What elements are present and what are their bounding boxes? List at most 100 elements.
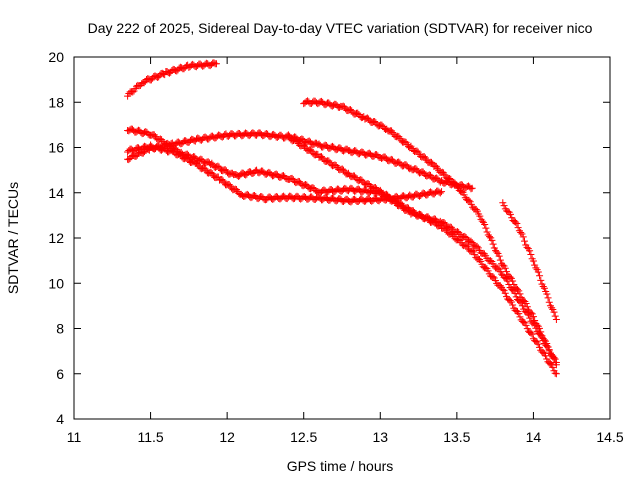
series-track-6 xyxy=(284,131,476,193)
data-point xyxy=(496,282,504,290)
data-point xyxy=(481,221,489,229)
data-point xyxy=(499,199,507,207)
data-point xyxy=(467,237,475,245)
x-tick-label: 13 xyxy=(372,429,388,445)
data-point xyxy=(325,157,333,165)
data-point xyxy=(543,339,551,347)
data-point xyxy=(548,351,556,359)
data-point xyxy=(495,252,503,260)
data-point xyxy=(509,277,517,285)
data-point xyxy=(420,153,428,161)
data-point xyxy=(546,360,554,368)
data-point xyxy=(509,301,517,309)
data-point xyxy=(482,224,490,232)
data-point xyxy=(513,219,521,227)
data-point xyxy=(526,314,534,322)
data-point xyxy=(527,309,535,317)
data-point xyxy=(550,355,558,363)
data-point xyxy=(436,189,444,197)
series-track-7 xyxy=(499,199,560,323)
plot-frame xyxy=(73,56,611,420)
data-point xyxy=(529,313,537,321)
data-point xyxy=(534,268,542,276)
data-point xyxy=(501,264,509,272)
data-point xyxy=(460,191,468,199)
x-tick-label: 12 xyxy=(219,429,235,445)
data-point xyxy=(549,363,557,371)
data-point xyxy=(517,228,525,236)
x-tick-label: 11.5 xyxy=(137,429,163,445)
data-point xyxy=(520,237,528,245)
data-point xyxy=(545,298,553,306)
data-point xyxy=(532,264,540,272)
data-point xyxy=(522,299,530,307)
data-point xyxy=(499,285,507,293)
data-point xyxy=(528,330,536,338)
data-point xyxy=(317,153,325,161)
data-point xyxy=(502,268,510,276)
data-point xyxy=(507,298,515,306)
data-point xyxy=(522,321,530,329)
data-point xyxy=(476,212,484,220)
y-tick-label: 6 xyxy=(56,366,64,382)
y-tick-label: 20 xyxy=(48,49,64,65)
data-point xyxy=(552,361,560,369)
data-point xyxy=(150,131,158,139)
data-point xyxy=(540,336,548,344)
data-point xyxy=(218,176,226,184)
data-point xyxy=(473,242,481,250)
data-point xyxy=(397,201,405,209)
data-point xyxy=(523,303,531,311)
data-point xyxy=(550,308,558,316)
data-point xyxy=(212,60,220,68)
data-point xyxy=(496,256,504,264)
data-point xyxy=(477,257,485,265)
data-point xyxy=(537,328,545,336)
data-point xyxy=(388,127,396,135)
data-point xyxy=(462,241,470,249)
data-point xyxy=(526,247,534,255)
data-point xyxy=(518,302,526,310)
data-point xyxy=(447,223,455,231)
data-point xyxy=(514,224,522,232)
data-point xyxy=(516,290,524,298)
data-point xyxy=(427,158,435,166)
x-tick-label: 11 xyxy=(67,429,82,445)
data-point xyxy=(486,233,494,241)
data-point xyxy=(516,313,524,321)
data-point xyxy=(540,284,548,292)
data-point xyxy=(307,146,315,154)
data-point xyxy=(506,210,514,218)
data-point xyxy=(506,296,514,304)
data-point xyxy=(468,246,476,254)
y-tick-label: 16 xyxy=(48,140,64,156)
data-point xyxy=(515,310,523,318)
series-track-1 xyxy=(124,59,220,100)
data-points xyxy=(124,59,560,378)
data-point xyxy=(535,343,543,351)
data-point xyxy=(542,352,550,360)
data-point xyxy=(552,370,560,378)
data-point xyxy=(552,315,560,323)
x-tick-label: 12.5 xyxy=(290,429,317,445)
data-point xyxy=(351,172,359,180)
data-point xyxy=(536,272,544,280)
data-point xyxy=(438,188,446,196)
data-point xyxy=(225,180,233,188)
y-tick-label: 4 xyxy=(56,411,64,427)
data-point xyxy=(484,267,492,275)
data-point xyxy=(489,240,497,248)
data-point xyxy=(527,250,535,258)
data-point xyxy=(519,233,527,241)
x-tick-label: 14 xyxy=(526,429,542,445)
data-point xyxy=(500,202,508,210)
data-point xyxy=(515,287,523,295)
data-point xyxy=(458,187,466,195)
data-point xyxy=(468,184,476,192)
series-track-3 xyxy=(124,141,446,206)
y-tick-label: 18 xyxy=(48,94,64,110)
data-point xyxy=(548,304,556,312)
data-point xyxy=(537,276,545,284)
x-tick-label: 13.5 xyxy=(443,429,470,445)
